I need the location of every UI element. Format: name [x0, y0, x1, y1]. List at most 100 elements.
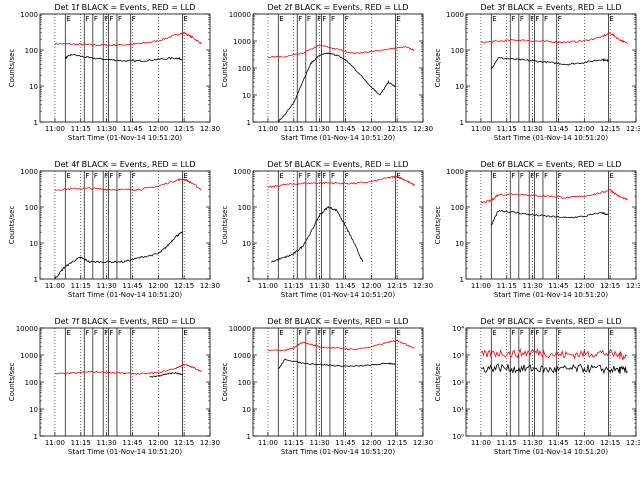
x-tick-label: 11:45: [335, 439, 355, 447]
x-axis-label: Start Time (01-Nov-14 10:51:20): [281, 291, 395, 299]
y-tick-label: 10: [29, 406, 38, 414]
x-tick-label: 12:15: [600, 282, 620, 290]
lld-series-line: [54, 178, 202, 191]
y-tick-label: 1: [460, 119, 464, 127]
y-tick-label: 10²: [452, 379, 464, 387]
x-tick-label: 11:45: [548, 125, 568, 133]
events-series-line: [64, 53, 183, 63]
panel-title: Det 2f BLACK = Events, RED = LLD: [267, 3, 408, 12]
flag-marker-label: F: [118, 172, 122, 180]
x-tick-label: 11:00: [45, 125, 65, 133]
flag-marker-label: F: [104, 172, 108, 180]
y-tick-label: 1000: [20, 168, 38, 176]
x-tick-label: 12:15: [387, 439, 407, 447]
eclipse-marker-label: E: [66, 15, 70, 23]
x-tick-label: 11:30: [523, 282, 543, 290]
flag-marker-label: F: [109, 172, 113, 180]
y-tick-label: 100: [238, 379, 251, 387]
flag-marker-label: F: [544, 329, 548, 337]
flag-marker-label: F: [298, 15, 302, 23]
eclipse-marker-label: E: [492, 329, 496, 337]
flag-marker-label: F: [104, 15, 108, 23]
x-tick-label: 11:30: [97, 439, 117, 447]
flag-marker-label: F: [535, 172, 539, 180]
y-tick-label: 1000: [233, 38, 251, 46]
y-tick-label: 1000: [233, 352, 251, 360]
y-tick-label: 100: [238, 65, 251, 73]
x-tick-label: 11:15: [497, 282, 517, 290]
y-axis-label: Counts/sec: [8, 206, 16, 245]
x-tick-label: 12:30: [413, 282, 433, 290]
events-series-line: [490, 210, 609, 226]
x-tick-label: 11:45: [548, 282, 568, 290]
x-axis-label: Start Time (01-Nov-14 10:51:20): [494, 291, 608, 299]
events-series-line: [271, 205, 364, 263]
flag-marker-label: F: [109, 15, 113, 23]
x-tick-label: 12:15: [387, 282, 407, 290]
x-tick-label: 11:45: [122, 282, 142, 290]
y-tick-label: 10: [29, 83, 38, 91]
x-tick-label: 12:00: [574, 439, 594, 447]
eclipse-marker-label: E: [279, 329, 283, 337]
y-axis-label: Counts/sec: [434, 49, 442, 88]
x-tick-label: 11:00: [258, 282, 278, 290]
y-tick-label: 1: [34, 433, 38, 441]
x-tick-label: 12:00: [148, 439, 168, 447]
lld-series-line: [480, 348, 628, 361]
flag-marker-label: F: [345, 172, 349, 180]
x-axis-label: Start Time (01-Nov-14 10:51:20): [281, 134, 395, 142]
x-tick-label: 11:15: [71, 125, 91, 133]
y-axis-label: Counts/sec: [434, 363, 442, 402]
flag-marker-label: F: [118, 15, 122, 23]
lld-series-line: [267, 44, 415, 59]
y-tick-label: 10: [242, 240, 251, 248]
y-tick-label: 1: [460, 276, 464, 284]
flag-marker-label: F: [345, 15, 349, 23]
plot-frame: [39, 170, 211, 280]
panel-title: Det 6f BLACK = Events, RED = LLD: [480, 160, 621, 169]
flag-marker-label: F: [558, 329, 562, 337]
flag-marker-label: F: [544, 15, 548, 23]
events-series-line: [490, 57, 609, 70]
x-tick-label: 12:15: [174, 282, 194, 290]
flag-marker-label: F: [94, 15, 98, 23]
flag-marker-label: F: [331, 172, 335, 180]
y-axis-label: Counts/sec: [221, 363, 229, 402]
y-tick-label: 1: [247, 433, 251, 441]
x-tick-label: 11:15: [497, 125, 517, 133]
eclipse-marker-label: E: [609, 329, 613, 337]
x-tick-label: 11:45: [548, 439, 568, 447]
y-axis-label: Counts/sec: [434, 206, 442, 245]
x-tick-label: 11:00: [45, 439, 65, 447]
lld-series-line: [480, 188, 628, 204]
plot-frame: [465, 170, 637, 280]
flag-marker-label: F: [331, 15, 335, 23]
eclipse-marker-label: E: [183, 172, 187, 180]
flag-marker-label: F: [109, 329, 113, 337]
y-tick-label: 100: [451, 204, 464, 212]
eclipse-marker-label: E: [279, 15, 283, 23]
flag-marker-label: F: [322, 15, 326, 23]
x-axis-label: Start Time (01-Nov-14 10:51:20): [281, 448, 395, 456]
flag-marker-label: F: [132, 329, 136, 337]
panel-title: Det 7f BLACK = Events, RED = LLD: [54, 317, 195, 326]
events-series-line: [149, 371, 183, 378]
x-tick-label: 11:30: [97, 282, 117, 290]
y-tick-label: 1: [247, 276, 251, 284]
panel-title: Det 5f BLACK = Events, RED = LLD: [267, 160, 408, 169]
y-tick-label: 10000: [229, 325, 251, 333]
eclipse-marker-label: E: [396, 172, 400, 180]
events-series-line: [480, 363, 628, 375]
flag-marker-label: F: [307, 329, 311, 337]
x-axis-label: Start Time (01-Nov-14 10:51:20): [494, 134, 608, 142]
x-tick-label: 11:15: [71, 439, 91, 447]
x-tick-label: 11:30: [97, 125, 117, 133]
eclipse-marker-label: E: [279, 172, 283, 180]
x-axis-label: Start Time (01-Nov-14 10:51:20): [68, 448, 182, 456]
flag-marker-label: F: [94, 329, 98, 337]
y-tick-label: 10: [242, 406, 251, 414]
flag-marker-label: F: [298, 172, 302, 180]
lld-series-line: [267, 339, 415, 352]
